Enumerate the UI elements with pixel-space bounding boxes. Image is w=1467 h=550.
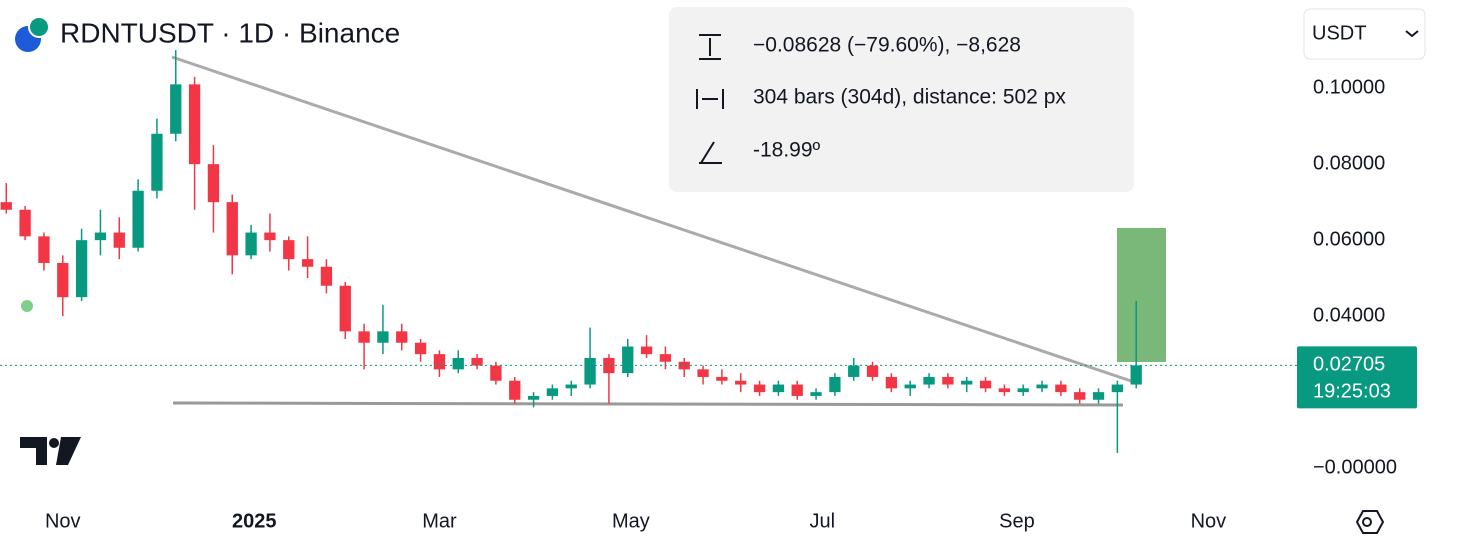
candle-body (433, 354, 446, 370)
y-tick-label: 0.04000 (1313, 304, 1385, 326)
candle-body (151, 133, 163, 191)
candle-body (320, 266, 333, 286)
candle-body (113, 232, 125, 248)
candle-body (546, 388, 559, 396)
candle-body (735, 380, 747, 385)
x-tick-label: Nov (45, 510, 81, 532)
last-price-box (1297, 346, 1417, 409)
candle-body (998, 388, 1011, 393)
trend-line (171, 55, 1138, 385)
tv-logo (20, 437, 81, 465)
candle-body (94, 232, 107, 241)
candle-body (659, 354, 672, 362)
candle-body (527, 395, 540, 400)
candle-body (603, 357, 615, 374)
support-line (172, 401, 1124, 407)
candle-body (38, 236, 50, 263)
candle-body (414, 342, 427, 355)
candle-body (584, 357, 596, 385)
x-tick-label: Mar (422, 510, 457, 532)
candle-body (1074, 392, 1086, 400)
measure-angle: -18.99º (753, 139, 821, 162)
candle-body (509, 380, 521, 400)
target-zone (1117, 228, 1166, 362)
x-tick-label: 2025 (232, 510, 277, 532)
candle-body (226, 202, 238, 256)
candle-body (772, 384, 785, 393)
candle-body (0, 202, 12, 210)
last-price-label: 0.02705 (1313, 354, 1385, 376)
chevron[interactable] (1405, 30, 1419, 38)
candle-body (396, 331, 408, 343)
candle-body (979, 380, 992, 389)
candle-body (791, 384, 803, 396)
candle-body (75, 240, 88, 298)
exchange-icon (28, 16, 50, 38)
candle-body (848, 365, 860, 377)
candle-body (961, 380, 973, 385)
candle-body (904, 384, 916, 389)
measure-range: 304 bars (304d), distance: 502 px (753, 86, 1066, 109)
y-tick-label: −0.00000 (1313, 456, 1397, 478)
currency-select[interactable] (1303, 8, 1426, 60)
candle-body (810, 392, 822, 396)
candle-body (622, 346, 634, 374)
candle-body (716, 376, 728, 381)
candle-body (170, 84, 182, 134)
candle-body (885, 376, 898, 389)
candle-body (565, 384, 577, 389)
x-tick-label: Sep (999, 510, 1035, 532)
candle-body (207, 164, 220, 203)
candle-body (264, 232, 276, 241)
candle-body (301, 259, 314, 267)
candle-body (697, 369, 709, 377)
candle-body (283, 240, 295, 260)
candle-body (339, 285, 351, 332)
candle-body (942, 376, 954, 385)
candle-body (377, 331, 389, 343)
settings-icon[interactable] (1355, 510, 1385, 534)
candle-body (452, 357, 464, 370)
measure-change: −0.08628 (−79.60%), −8,628 (753, 34, 1021, 57)
candle-body (19, 209, 31, 237)
y-tick-label: 0.08000 (1313, 152, 1385, 174)
x-tick-label: Jul (810, 510, 836, 532)
candle-body (245, 232, 257, 256)
candle-body (1055, 384, 1067, 393)
x-tick-label: May (612, 510, 650, 532)
candle-body (753, 384, 766, 393)
candle-body (358, 331, 370, 343)
candle-body (1130, 365, 1142, 385)
marker-dot (21, 300, 33, 312)
candle-body (866, 365, 879, 377)
candle-body (1111, 384, 1124, 393)
candle-body (490, 365, 502, 381)
candle-body (829, 376, 841, 393)
candle-body (57, 262, 69, 298)
candle-body (1092, 392, 1105, 400)
y-tick-label: 0.06000 (1313, 228, 1385, 250)
currency-label[interactable]: USDT (1312, 22, 1366, 44)
candle-body (678, 361, 690, 370)
measure-box (669, 7, 1134, 192)
candle-body (1017, 388, 1029, 393)
plot: 0.10000 0.08000 0.06000 0.04000 −0.00000 Nov 2… (0, 50, 1397, 532)
candle-body (640, 346, 653, 355)
settings-icon-center[interactable] (1362, 517, 1372, 527)
chart-title: RDNTUSDT · 1D · Binance (60, 17, 400, 48)
candle-body (471, 357, 483, 366)
measure-icons (696, 34, 724, 164)
x-tick-label: Nov (1191, 510, 1227, 532)
candle-body (923, 376, 935, 385)
y-tick-label: 0.10000 (1313, 76, 1385, 98)
candle-body (188, 84, 201, 165)
countdown-label: 19:25:03 (1313, 381, 1391, 403)
candle-body (132, 190, 144, 248)
candle-body (1036, 384, 1048, 389)
